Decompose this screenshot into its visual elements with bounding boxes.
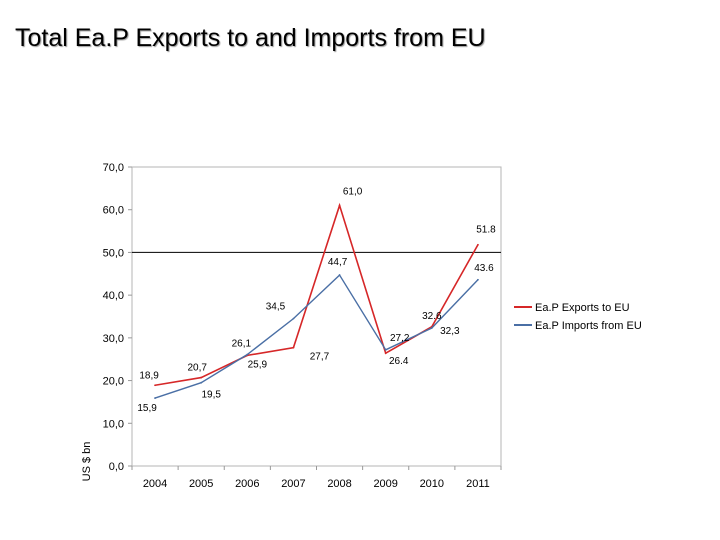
data-label-ea-p-imports-from-eu: 26,1 [232, 339, 252, 350]
x-tick-label: 2006 [235, 478, 259, 490]
data-label-ea-p-exports-to-eu: 51.8 [476, 225, 496, 236]
data-point-ea-p-imports-from-eu [338, 274, 341, 276]
x-tick-label: 2011 [466, 478, 490, 490]
data-point-ea-p-imports-from-eu [200, 381, 203, 384]
data-label-ea-p-exports-to-eu: 61,0 [343, 186, 363, 197]
legend-label-ea-p-imports-from-eu: Ea.P Imports from EU [535, 320, 642, 332]
data-label-ea-p-imports-from-eu: 19,5 [201, 390, 221, 401]
data-point-ea-p-imports-from-eu [430, 327, 433, 329]
data-point-ea-p-exports-to-eu [292, 346, 295, 349]
x-tick-label: 2010 [420, 478, 444, 490]
data-point-ea-p-imports-from-eu [154, 397, 156, 399]
data-label-ea-p-exports-to-eu: 20,7 [187, 363, 207, 374]
y-tick-label: 10,0 [103, 418, 124, 430]
slide-title: Total Ea.P Exports to and Imports from E… [15, 24, 486, 52]
data-point-ea-p-imports-from-eu [292, 317, 295, 320]
x-axis: 2004 2005 2006 2007 2008 2009 2010 2011 [131, 466, 502, 490]
plot-area [131, 166, 502, 467]
y-tick-label: 50,0 [103, 247, 124, 259]
y-tick-label: 40,0 [103, 290, 124, 302]
data-point-ea-p-imports-from-eu [477, 278, 479, 281]
y-tick-label: 70,0 [103, 162, 124, 174]
y-tick-label: 60,0 [103, 205, 124, 217]
data-point-ea-p-exports-to-eu [384, 352, 387, 355]
x-tick-label: 2005 [189, 478, 213, 490]
series-layer [154, 202, 479, 399]
x-tick-label: 2007 [281, 478, 305, 490]
data-point-ea-p-exports-to-eu [477, 243, 479, 246]
y-axis-title: US $ bn [81, 442, 93, 482]
data-label-ea-p-exports-to-eu: 27,7 [310, 352, 330, 363]
data-label-ea-p-imports-from-eu: 32,3 [440, 326, 460, 337]
y-tick-label: 20,0 [103, 376, 124, 388]
y-tick-label: 0,0 [109, 461, 124, 473]
data-point-ea-p-exports-to-eu [200, 376, 203, 379]
x-tick-label: 2004 [143, 478, 167, 490]
data-label-ea-p-exports-to-eu: 26.4 [389, 356, 409, 367]
x-tick-label: 2008 [327, 478, 351, 490]
legend-label-ea-p-exports-to-eu: Ea.P Exports to EU [535, 302, 630, 314]
data-point-ea-p-exports-to-eu [338, 204, 341, 207]
data-point-ea-p-imports-from-eu [384, 348, 387, 351]
y-tick-label: 30,0 [103, 333, 124, 345]
data-point-ea-p-imports-from-eu [246, 353, 249, 356]
data-label-ea-p-imports-from-eu: 15,9 [137, 403, 157, 414]
data-label-ea-p-imports-from-eu: 44,7 [328, 257, 348, 268]
legend: Ea.P Exports to EU Ea.P Imports from EU [514, 302, 642, 332]
series-line-ea-p-imports-from-eu [154, 273, 479, 399]
data-label-ea-p-exports-to-eu: 32.6 [422, 311, 442, 322]
y-axis: 0,0 10,0 20,0 30,0 40,0 50,0 60,0 70,0 US $ bn [81, 162, 132, 481]
data-label-ea-p-imports-from-eu: 34,5 [266, 302, 286, 313]
data-point-ea-p-exports-to-eu [154, 384, 156, 387]
data-labels: 18,9 20,7 25,9 27,7 61,0 26.4 32.6 51.8 15,9 19,5… [137, 186, 496, 414]
x-tick-label: 2009 [373, 478, 397, 490]
plot-border [131, 166, 502, 467]
data-label-ea-p-imports-from-eu: 27,2 [390, 333, 410, 344]
data-label-ea-p-imports-from-eu: 43.6 [474, 263, 494, 274]
data-label-ea-p-exports-to-eu: 25,9 [248, 359, 268, 370]
data-label-ea-p-exports-to-eu: 18,9 [139, 370, 159, 381]
